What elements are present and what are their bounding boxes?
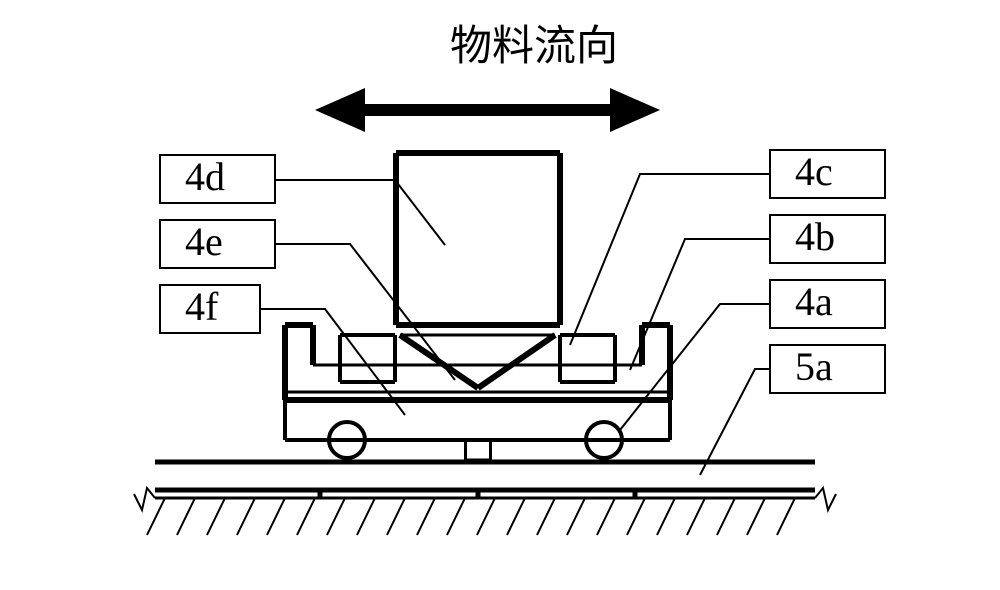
leader-5a <box>700 369 770 475</box>
arrow-shaft <box>360 104 615 116</box>
label-4f: 4f <box>185 284 219 329</box>
label-4d: 4d <box>185 154 225 199</box>
label-4c: 4c <box>795 149 833 194</box>
label-4a: 4a <box>795 279 833 324</box>
label-5a: 5a <box>795 344 833 389</box>
engineering-diagram: 物料流向 4d 4e 4f 4c 4b 4a 5a <box>0 0 1000 590</box>
leader-4c <box>570 174 770 345</box>
label-4b: 4b <box>795 214 835 259</box>
label-4e: 4e <box>185 219 223 264</box>
leader-4e <box>275 244 455 380</box>
arrow-head-left <box>315 88 365 132</box>
arrow-head-right <box>610 88 660 132</box>
title-text: 物料流向 <box>450 24 618 70</box>
leader-4d <box>275 180 445 245</box>
